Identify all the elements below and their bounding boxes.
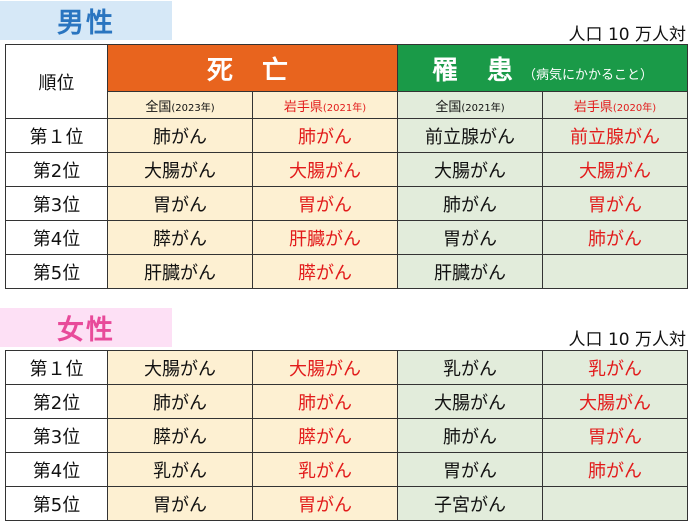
iwate-death-cell: 胃がん (252, 186, 398, 221)
national-death-cell: 肝臓がん (107, 254, 253, 289)
national-death-cell: 胃がん (107, 486, 253, 521)
national-incidence-cell: 胃がん (397, 452, 543, 487)
iwate-death-cell: 胃がん (252, 486, 398, 521)
subheader-iwate-death: 岩手県(2021年) (252, 91, 398, 119)
national-incidence-cell: 前立腺がん (397, 118, 543, 153)
iwate-death-cell: 膵がん (252, 418, 398, 453)
national-death-cell: 胃がん (107, 186, 253, 221)
iwate-death-cell: 肺がん (252, 384, 398, 419)
male-unit-label: 人口 10 万人対 (568, 25, 686, 45)
national-incidence-cell: 乳がん (397, 350, 543, 385)
incidence-header: 罹 患（病気にかかること） (397, 44, 688, 92)
iwate-death-cell: 肝臓がん (252, 220, 398, 255)
iwate-incidence-cell: 乳がん (542, 350, 688, 385)
male-section-title: 男性 (0, 1, 172, 40)
female-unit-label: 人口 10 万人対 (568, 330, 686, 350)
national-incidence-cell: 大腸がん (397, 384, 543, 419)
rank-cell: 第5位 (5, 254, 108, 289)
table-row: 第5位 肝臓がん 膵がん 肝臓がん (5, 254, 688, 289)
national-incidence-cell: 大腸がん (397, 152, 543, 187)
national-incidence-cell: 子宮がん (397, 486, 543, 521)
rank-cell: 第4位 (5, 220, 108, 255)
iwate-incidence-cell (542, 486, 688, 521)
iwate-incidence-cell: 肺がん (542, 220, 688, 255)
iwate-incidence-cell: 大腸がん (542, 152, 688, 187)
rank-cell: 第１位 (5, 350, 108, 385)
rank-cell: 第4位 (5, 452, 108, 487)
table-row: 第3位 胃がん 胃がん 肺がん 胃がん (5, 186, 688, 221)
iwate-death-cell: 大腸がん (252, 350, 398, 385)
iwate-incidence-cell: 肺がん (542, 452, 688, 487)
national-death-cell: 膵がん (107, 418, 253, 453)
rank-cell: 第１位 (5, 118, 108, 153)
national-incidence-cell: 肺がん (397, 186, 543, 221)
table-row: 第3位 膵がん 膵がん 肺がん 胃がん (5, 418, 688, 453)
female-section-title: 女性 (0, 308, 172, 347)
iwate-incidence-cell: 胃がん (542, 186, 688, 221)
subheader-national-death: 全国(2023年) (107, 91, 253, 119)
subheader-iwate-incidence: 岩手県(2020年) (542, 91, 688, 119)
table-row: 第１位 肺がん 肺がん 前立腺がん 前立腺がん (5, 118, 688, 153)
national-incidence-cell: 肝臓がん (397, 254, 543, 289)
table-row: 第2位 肺がん 肺がん 大腸がん 大腸がん (5, 384, 688, 419)
iwate-incidence-cell (542, 254, 688, 289)
female-ranking-table: 第１位 大腸がん 大腸がん 乳がん 乳がん 第2位 肺がん 肺がん 大腸がん 大腸がん 第3位 膵がん… (5, 350, 688, 521)
rank-cell: 第2位 (5, 152, 108, 187)
iwate-death-cell: 大腸がん (252, 152, 398, 187)
national-death-cell: 膵がん (107, 220, 253, 255)
iwate-incidence-cell: 大腸がん (542, 384, 688, 419)
rank-cell: 第3位 (5, 186, 108, 221)
national-death-cell: 大腸がん (107, 350, 253, 385)
table-row: 第4位 膵がん 肝臓がん 胃がん 肺がん (5, 220, 688, 255)
table-row: 第5位 胃がん 胃がん 子宮がん (5, 486, 688, 521)
national-incidence-cell: 肺がん (397, 418, 543, 453)
rank-cell: 第3位 (5, 418, 108, 453)
national-death-cell: 肺がん (107, 384, 253, 419)
iwate-death-cell: 肺がん (252, 118, 398, 153)
rank-header: 順位 (5, 44, 108, 119)
national-incidence-cell: 胃がん (397, 220, 543, 255)
rank-cell: 第2位 (5, 384, 108, 419)
national-death-cell: 乳がん (107, 452, 253, 487)
iwate-death-cell: 乳がん (252, 452, 398, 487)
iwate-death-cell: 膵がん (252, 254, 398, 289)
iwate-incidence-cell: 胃がん (542, 418, 688, 453)
rank-cell: 第5位 (5, 486, 108, 521)
table-row: 第4位 乳がん 乳がん 胃がん 肺がん (5, 452, 688, 487)
table-row: 第2位 大腸がん 大腸がん 大腸がん 大腸がん (5, 152, 688, 187)
subheader-national-incidence: 全国(2021年) (397, 91, 543, 119)
national-death-cell: 肺がん (107, 118, 253, 153)
death-header: 死 亡 (107, 44, 398, 92)
national-death-cell: 大腸がん (107, 152, 253, 187)
iwate-incidence-cell: 前立腺がん (542, 118, 688, 153)
table-row: 第１位 大腸がん 大腸がん 乳がん 乳がん (5, 350, 688, 385)
male-ranking-table: 順位 死 亡 罹 患（病気にかかること） 全国(2023年) 岩手県(2021年… (5, 44, 688, 289)
